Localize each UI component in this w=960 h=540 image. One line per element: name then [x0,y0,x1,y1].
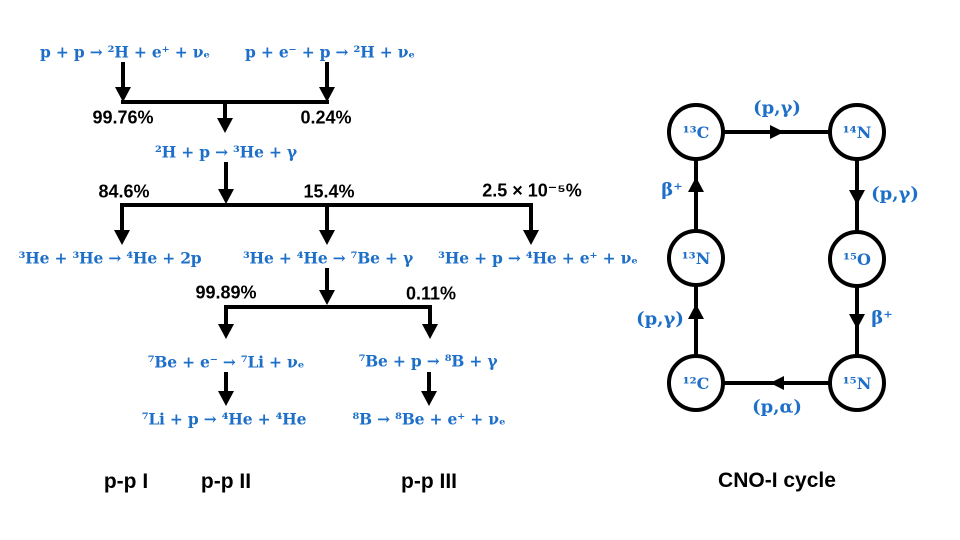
arrow-up-icon [688,304,704,319]
reaction-li7-p: ⁷Li + p → ⁴He + ⁴He [141,409,307,429]
arrow-right-icon [770,125,784,139]
nuclide-n14: ¹⁴N [828,103,886,161]
nuclide-o15: ¹⁵O [828,230,886,288]
branch-label-ppII: p-p II [200,470,252,493]
branch-label-ppIII: p-p III [401,470,457,493]
cno-step-o15-n15: β⁺ [871,307,893,329]
percent-pep: 0.24% [300,107,352,128]
arrow-down-icon [849,314,865,329]
nuclide-n15: ¹⁵N [828,354,886,412]
reaction-pep: p + e⁻ + p → ²H + νₑ [245,42,415,62]
reaction-dp: ²H + p → ³He + γ [155,142,297,162]
arrow-down-icon [319,230,335,245]
reaction-be7-p: ⁷Be + p → ⁸B + γ [358,351,498,371]
arrow-down-icon [319,290,335,305]
arrow-down-icon [422,324,438,339]
reaction-hep: ³He + p → ⁴He + e⁺ + νₑ [438,248,638,268]
cno-step-n14-o15: (p,γ) [871,183,919,205]
reaction-be7-ec: ⁷Be + e⁻ → ⁷Li + νₑ [147,352,305,372]
cno-step-c12-n13: (p,γ) [636,308,684,330]
arrow-down-icon [218,324,234,339]
nuclide-n13: ¹³N [667,229,725,287]
reaction-he3he4: ³He + ⁴He → ⁷Be + γ [242,248,414,268]
arrow-up-icon [688,177,704,192]
reaction-he3he3: ³He + ³He → ⁴He + 2p [18,248,202,268]
arrow-down-icon [523,230,539,245]
percent-ppI: 84.6% [98,181,150,202]
arrow-down-icon [218,391,234,406]
percent-ppII: 15.4% [303,181,355,202]
pp-chain-connectors [114,62,539,406]
cno-step-n13-c13: β⁺ [661,179,683,201]
arrow-down-icon [319,87,335,102]
cno-step-n15-c12: (p,α) [752,396,802,418]
percent-be7-ec: 99.89% [195,282,257,303]
arrow-down-icon [114,230,130,245]
nuclide-c13: ¹³C [667,103,725,161]
arrow-down-icon [421,391,437,406]
percent-ppIII: 2.5 × 10⁻⁵% [482,180,582,201]
arrow-left-icon [770,376,784,390]
arrow-down-icon [217,118,233,133]
cno-step-c13-n14: (p,γ) [753,97,801,119]
arrow-down-icon [115,87,131,102]
arrow-down-icon [849,190,865,205]
percent-be7-p: 0.11% [405,283,457,304]
reaction-b8-decay: ⁸B → ⁸Be + e⁺ + νₑ [352,409,506,429]
nuclide-c12: ¹²C [667,354,725,412]
reaction-pp: p + p → ²H + e⁺ + νₑ [40,42,210,62]
percent-pp: 99.76% [92,107,154,128]
cno-cycle-title: CNO-I cycle [718,469,836,492]
arrow-down-icon [218,189,234,204]
branch-label-ppI: p-p I [103,470,149,493]
